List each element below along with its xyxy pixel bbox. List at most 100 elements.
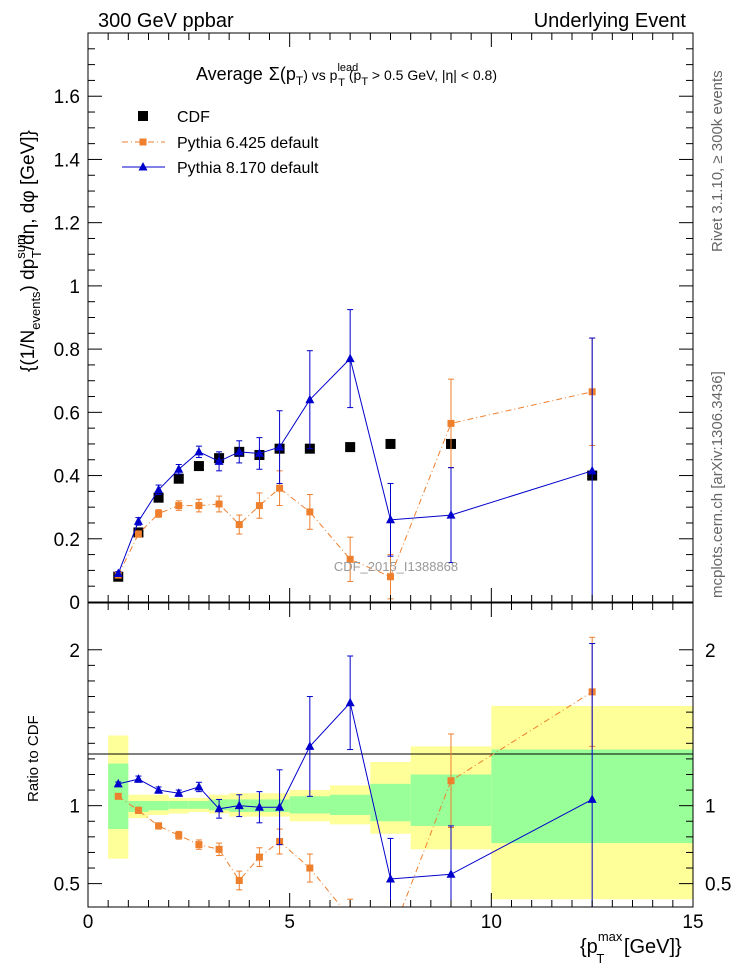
ratio-y-tick-label-right: 0.5 xyxy=(705,875,731,896)
ratio-data-point xyxy=(387,935,394,942)
ratio-data-point xyxy=(305,741,315,750)
main-y-tick-label: 0.6 xyxy=(54,403,80,424)
ratio-data-point xyxy=(235,876,243,884)
ratio-y-tick-label-right: 1 xyxy=(705,797,716,818)
main-data-point xyxy=(447,419,455,427)
ratio-data-point xyxy=(347,914,354,921)
main-data-point xyxy=(134,530,142,538)
ratio-band-green xyxy=(168,800,189,809)
ratio-data-point xyxy=(215,845,223,853)
ratio-y-axis-label: Ratio to CDF xyxy=(25,715,42,802)
main-data-point xyxy=(387,573,394,581)
ratio-data-point xyxy=(134,806,142,814)
main-data-point xyxy=(276,484,284,492)
main-data-point xyxy=(385,438,396,449)
main-data-point xyxy=(345,353,355,363)
main-data-point xyxy=(234,446,244,456)
main-data-point xyxy=(446,510,456,519)
main-data-point xyxy=(255,502,263,510)
ratio-error-bar xyxy=(448,825,454,907)
ratio-error-bar xyxy=(387,837,394,907)
legend-marker xyxy=(138,111,148,121)
x-tick-label: 5 xyxy=(284,912,295,933)
main-y-tick-label: 1.6 xyxy=(54,87,80,108)
ratio-y-tick-label-left: 2 xyxy=(69,641,80,662)
main-y-tick-label: 0.2 xyxy=(54,530,80,551)
main-y-tick-label: 1.2 xyxy=(54,214,80,235)
legend-marker xyxy=(138,162,148,171)
legend-label: Pythia 8.170 default xyxy=(177,160,319,177)
main-data-point xyxy=(275,442,285,451)
main-data-point xyxy=(173,473,184,484)
main-data-point xyxy=(194,446,204,456)
main-data-point xyxy=(587,465,597,475)
legend-label: CDF xyxy=(177,109,210,126)
ratio-data-point xyxy=(447,777,455,785)
legend: CDF Pythia 6.425 default Pythia 8.170 defa… xyxy=(122,109,319,177)
ratio-data-point xyxy=(345,697,355,707)
main-y-tick-label: 0 xyxy=(69,593,80,614)
ratio-data-point xyxy=(154,785,164,794)
ratio-band-green xyxy=(330,794,371,816)
x-tick-label: 0 xyxy=(83,912,94,933)
header-right-title: Underlying Event xyxy=(534,10,687,32)
ratio-data-point xyxy=(386,873,395,883)
ratio-data-point xyxy=(114,792,122,800)
x-tick-label: 15 xyxy=(682,912,703,933)
main-y-tick-label: 1.4 xyxy=(54,150,81,171)
main-data-point xyxy=(214,456,224,465)
main-data-point xyxy=(254,448,264,457)
header-left-title: 300 GeV ppbar xyxy=(98,10,234,32)
ratio-panel: 0.5 0.5 1 1 2 2 0 5 10 15 xyxy=(54,602,731,942)
ratio-band-green xyxy=(128,800,149,812)
ratio-band-green xyxy=(148,800,169,811)
watermark: CDF_2015_I1388868 xyxy=(334,559,458,574)
ratio-error-bar xyxy=(589,643,596,907)
main-y-tick-label: 0.4 xyxy=(54,467,81,488)
main-data-point xyxy=(306,508,314,516)
main-y-tick-label: 0.8 xyxy=(54,340,80,361)
ratio-data-point xyxy=(234,800,244,810)
main-data-point xyxy=(235,521,243,529)
ratio-y-tick-label-right: 2 xyxy=(705,641,716,662)
legend-label: Pythia 6.425 default xyxy=(177,135,319,152)
main-y-axis-label: {(1/Nevents) dpsumT/dη, dφ [GeV]} xyxy=(13,130,44,372)
main-data-point xyxy=(193,461,204,472)
main-data-point xyxy=(113,568,123,578)
ratio-series-line xyxy=(118,701,593,880)
ratio-data-point xyxy=(155,822,163,830)
main-data-point xyxy=(174,464,184,473)
ratio-data-point xyxy=(174,788,184,797)
main-data-point xyxy=(155,509,163,517)
ratio-band-green xyxy=(188,800,209,809)
legend-marker xyxy=(139,138,147,146)
ratio-data-point xyxy=(175,831,183,839)
main-data-point xyxy=(175,502,183,510)
x-tick-label: 10 xyxy=(481,912,502,933)
ratio-series-group xyxy=(113,643,597,907)
ratio-data-point xyxy=(254,802,264,811)
main-data-point xyxy=(195,502,203,510)
mcplots-label: mcplots.cern.ch [arXiv:1306.3436] xyxy=(709,371,726,598)
main-data-point xyxy=(215,500,223,508)
ratio-data-point xyxy=(275,802,285,811)
ratio-band-green xyxy=(289,796,330,814)
ratio-band-green xyxy=(370,783,411,822)
main-data-point xyxy=(345,442,356,453)
main-panel: 0 0.2 0.4 0.6 0.8 1 1.2 1.4 1.6 xyxy=(54,32,694,614)
ratio-data-point xyxy=(446,869,456,878)
main-title: Average Σ(pT) vs plead T (pT > 0.5 GeV, |η… xyxy=(196,62,497,89)
main-data-point xyxy=(386,514,395,524)
ratio-data-point xyxy=(195,841,203,849)
ratio-data-point xyxy=(133,774,143,783)
ratio-data-point xyxy=(255,853,263,861)
ratio-data-point xyxy=(587,794,597,803)
main-y-tick-label: 1 xyxy=(69,277,80,298)
main-data-point xyxy=(133,516,143,525)
rivet-version-label: Rivet 3.1.10, ≥ 300k events xyxy=(709,70,726,252)
ratio-y-tick-label-left: 0.5 xyxy=(54,875,80,896)
main-data-point xyxy=(305,394,315,404)
ratio-data-point xyxy=(214,803,224,813)
ratio-data-point xyxy=(194,781,204,791)
